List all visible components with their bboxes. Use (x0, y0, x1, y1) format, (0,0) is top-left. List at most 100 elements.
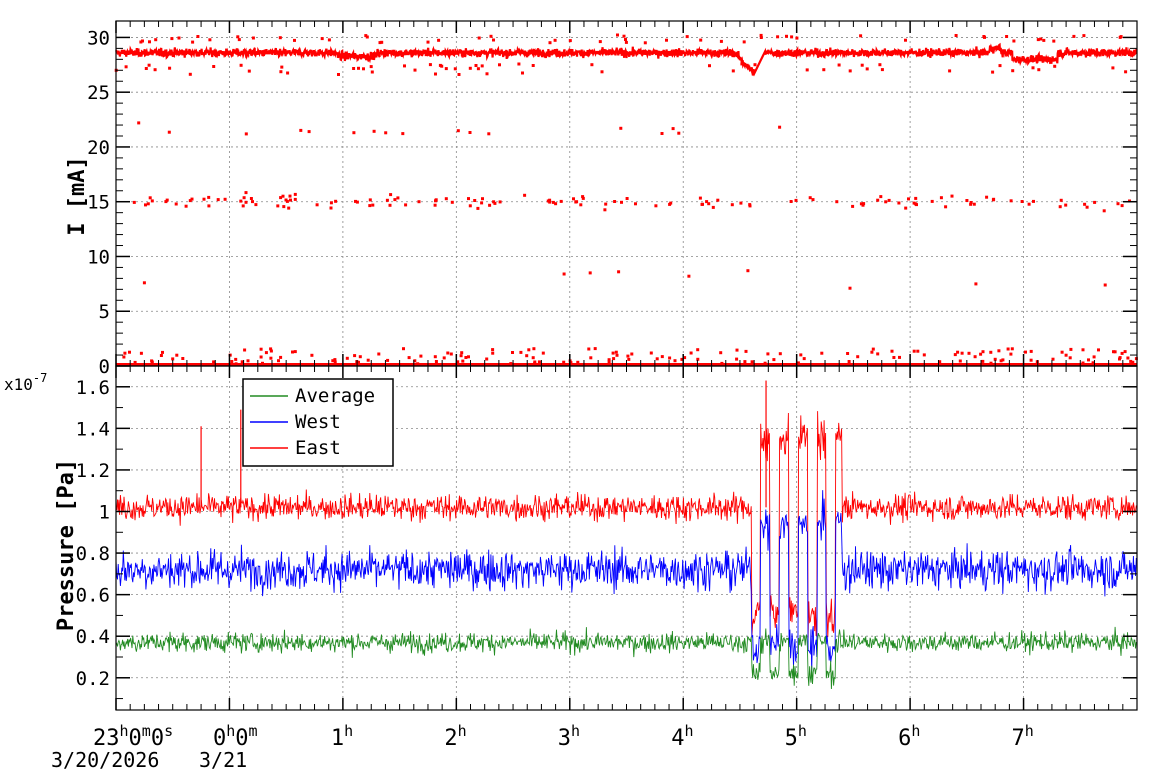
current-mid-point (165, 198, 169, 202)
current-low-point (778, 352, 782, 356)
current-high-point (622, 34, 626, 38)
pressure-series-average (115, 626, 1137, 690)
current-high-point (139, 40, 143, 44)
current-low-point (1029, 358, 1033, 362)
current-low-point (240, 360, 244, 364)
current-low-point (1113, 350, 1117, 354)
date-label-next: 3/21 (199, 748, 247, 772)
current-mid-point (992, 197, 996, 201)
current-high-point (1005, 35, 1009, 38)
current-high-point (753, 63, 757, 67)
current-high-point (954, 34, 958, 37)
current-low-point (958, 359, 962, 363)
current-high-point (665, 38, 668, 42)
current-low-point (310, 353, 314, 357)
current-low-point (660, 355, 664, 359)
current-low-point (413, 359, 417, 363)
current-high-point (822, 68, 826, 72)
current-high-point (247, 69, 251, 73)
current-low-point (519, 350, 523, 354)
current-low-point (916, 349, 920, 353)
current-high-point (878, 63, 882, 67)
current-low-point (627, 357, 631, 361)
current-high-point (144, 67, 148, 70)
current-low-point (820, 351, 824, 355)
current-high-point (708, 64, 711, 68)
current-low-point (434, 360, 438, 363)
current-mid-point (897, 201, 901, 205)
current-low-point (261, 361, 264, 365)
current-low-point (345, 356, 349, 360)
current-outlier-point (848, 286, 852, 290)
current-high-point (477, 36, 481, 40)
current-high-point (147, 63, 151, 67)
current-low-point (460, 351, 464, 355)
current-low-point (525, 354, 529, 358)
current-high-point (785, 34, 788, 38)
current-low-point (569, 361, 573, 365)
current-low-point (989, 361, 993, 365)
current-low-point (999, 359, 1003, 363)
current-outlier-point (778, 125, 782, 129)
current-low-point (673, 359, 677, 363)
current-high-point (365, 35, 369, 39)
current-low-point (181, 357, 185, 360)
current-low-point (649, 351, 653, 355)
current-high-point (293, 38, 296, 42)
current-high-point (1052, 39, 1056, 43)
current-high-point (440, 64, 444, 68)
axis-ticks (115, 21, 1137, 710)
current-mid-point (334, 199, 338, 203)
current-high-point (865, 67, 869, 71)
current-mid-point (148, 196, 152, 200)
current-high-point (1111, 66, 1115, 70)
current-high-point (1037, 68, 1041, 72)
current-mid-point (202, 197, 206, 201)
current-upper-point (487, 132, 491, 136)
current-low-point (956, 350, 960, 354)
current-high-point (279, 70, 283, 74)
current-high-point (236, 35, 240, 39)
current-high-point (337, 73, 340, 76)
current-high-point (759, 36, 763, 39)
current-low-point (269, 356, 273, 360)
current-low-point (1091, 361, 1095, 365)
current-high-point (795, 36, 799, 40)
current-high-point (498, 63, 501, 67)
current-low-point (259, 347, 263, 351)
current-mid-point (861, 203, 865, 207)
current-high-point (1039, 37, 1043, 41)
current-high-point (548, 41, 552, 45)
current-mid-point (476, 206, 480, 210)
current-high-point (124, 65, 128, 69)
current-mid-point (907, 197, 910, 201)
time-tick-label: 1h (331, 722, 353, 751)
current-low-point (386, 358, 390, 362)
current-high-point (742, 40, 746, 44)
current-mid-point (985, 195, 989, 199)
current-upper-point (167, 130, 171, 134)
current-high-point (1012, 39, 1016, 43)
current-high-point (600, 70, 604, 74)
current-y-tick-label: 30 (87, 27, 110, 49)
current-mid-point (554, 202, 558, 206)
pressure-y-tick-label: 1.2 (76, 460, 110, 482)
current-mid-point (654, 204, 658, 208)
current-mid-point (174, 202, 178, 206)
current-upper-point (307, 130, 311, 134)
current-mid-point (146, 202, 150, 206)
current-high-point (699, 38, 703, 42)
current-high-point (685, 35, 689, 39)
current-low-point (1029, 349, 1033, 353)
current-low-point (419, 354, 423, 358)
current-low-point (766, 352, 770, 356)
current-y-tick-label: 10 (87, 246, 110, 268)
current-mid-point (930, 199, 934, 203)
current-high-point (278, 36, 282, 40)
current-low-point (527, 348, 531, 352)
current-high-point (177, 36, 181, 40)
current-mid-point (808, 196, 812, 200)
current-outlier-point (619, 126, 623, 130)
current-high-point (320, 37, 324, 41)
